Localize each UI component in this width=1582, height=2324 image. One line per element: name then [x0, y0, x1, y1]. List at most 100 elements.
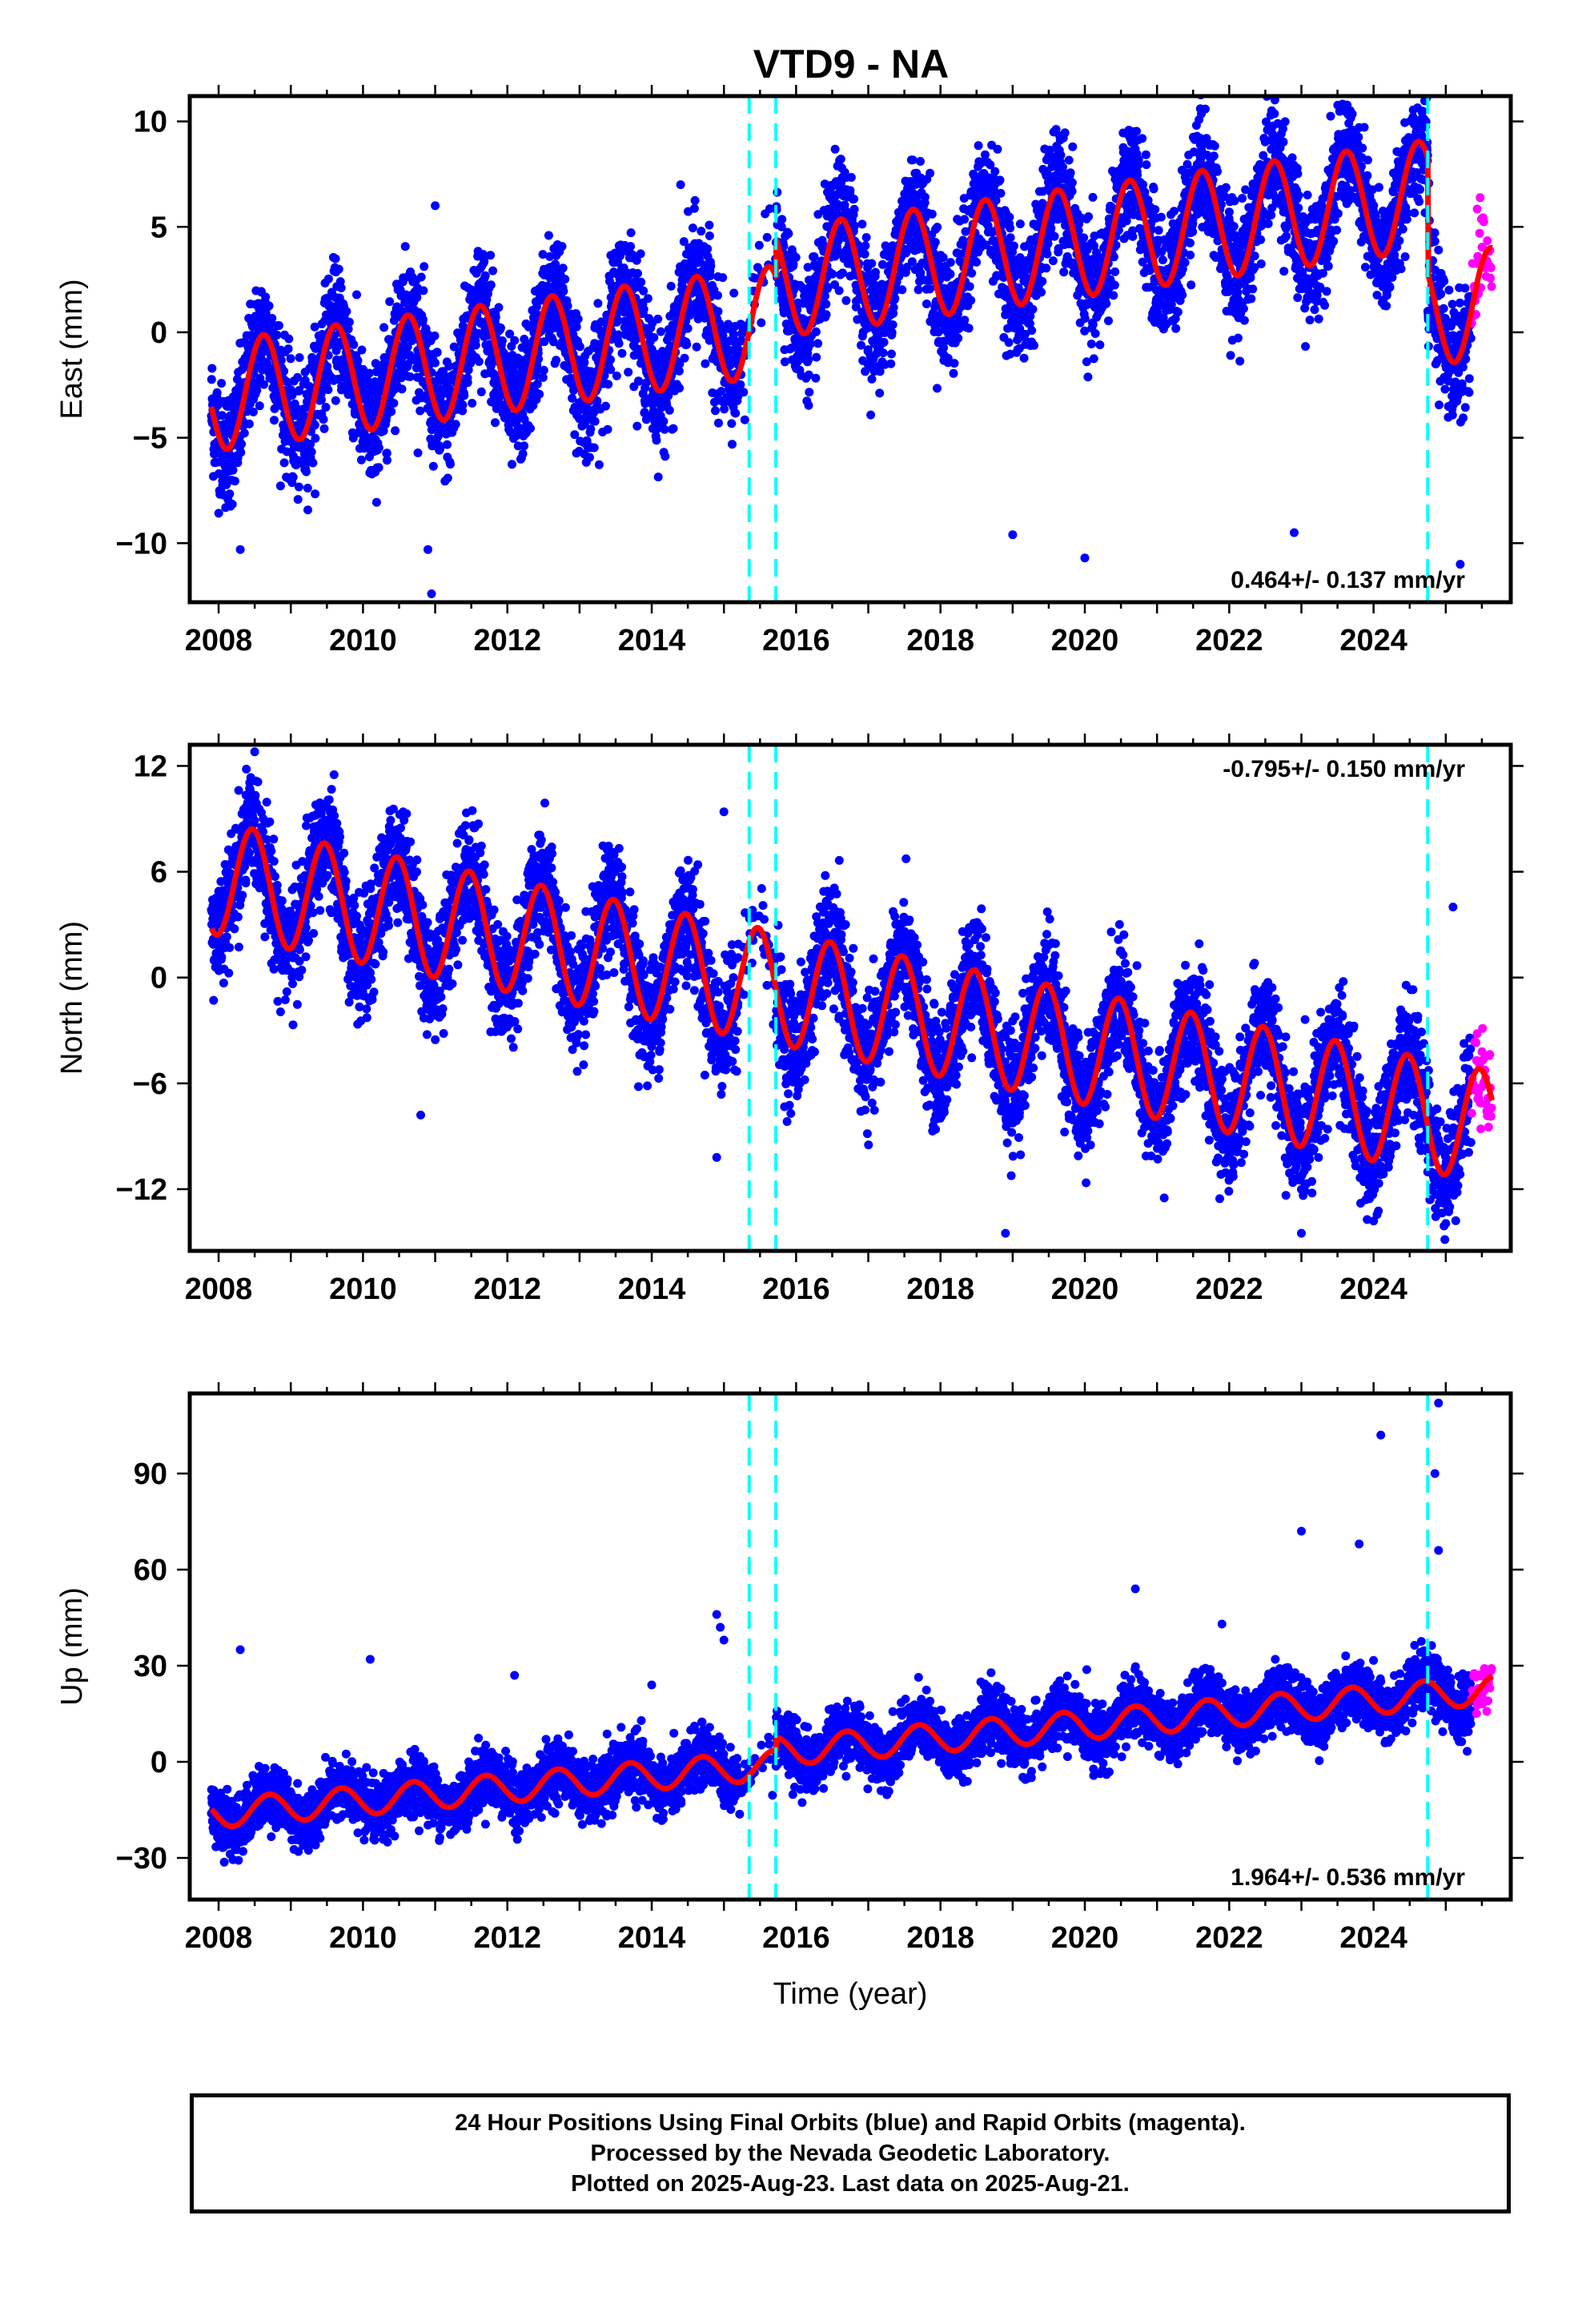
final-orbit-point: [713, 291, 722, 300]
final-orbit-point: [560, 275, 570, 284]
final-orbit-point: [633, 268, 642, 278]
final-orbit-point: [420, 262, 429, 271]
final-orbit-point: [1038, 276, 1047, 286]
final-orbit-point: [443, 473, 452, 483]
final-orbit-point: [284, 334, 294, 344]
final-orbit-point: [867, 374, 877, 384]
final-orbit-point: [389, 399, 399, 408]
chart-title: VTD9 - NA: [753, 42, 949, 86]
final-orbit-point: [720, 404, 729, 414]
final-orbit-point: [718, 273, 728, 283]
final-orbit-point: [954, 333, 963, 343]
final-orbit-point: [907, 257, 917, 267]
final-orbit-point: [1042, 249, 1052, 259]
final-orbit-point: [1080, 314, 1090, 323]
final-orbit-point: [604, 380, 613, 389]
final-orbit-point: [1067, 178, 1077, 187]
final-orbit-point: [680, 353, 689, 363]
final-orbit-point: [295, 353, 304, 362]
final-orbit-point: [675, 384, 685, 393]
final-orbit-point: [964, 324, 974, 333]
final-orbit-point: [913, 285, 923, 295]
final-orbit-point: [993, 144, 1002, 154]
final-orbit-point: [261, 292, 271, 302]
final-orbit-point: [879, 337, 889, 347]
final-orbit-point: [1027, 326, 1037, 336]
final-orbit-point: [474, 357, 484, 366]
final-orbit-point: [1158, 255, 1167, 265]
final-orbit-point: [688, 223, 697, 233]
final-orbit-point: [1154, 226, 1163, 235]
final-orbit-point: [614, 339, 624, 348]
final-orbit-point: [888, 320, 897, 329]
final-orbit-point: [267, 314, 277, 323]
final-orbit-point: [544, 231, 553, 240]
final-orbit-point: [626, 242, 636, 251]
final-orbit-point: [508, 460, 516, 469]
final-orbit-point: [636, 249, 645, 259]
final-orbit-point: [323, 385, 333, 395]
final-orbit-point: [938, 253, 948, 263]
final-orbit-point: [990, 167, 1000, 176]
final-orbit-point: [846, 173, 856, 182]
final-orbit-point: [237, 439, 247, 448]
final-orbit-point: [252, 380, 262, 390]
final-orbit-point: [1134, 159, 1143, 169]
final-orbit-point: [385, 297, 395, 307]
final-orbit-point: [791, 253, 801, 262]
final-orbit-point: [812, 352, 821, 362]
final-orbit-point: [887, 328, 897, 337]
final-orbit-point: [908, 155, 917, 165]
final-orbit-point: [518, 449, 528, 459]
final-orbit-point: [352, 290, 361, 300]
final-orbit-point: [689, 203, 699, 213]
final-orbit-point: [303, 484, 312, 493]
final-orbit-point: [639, 286, 648, 296]
final-orbit-point: [1109, 291, 1118, 300]
final-orbit-point: [293, 372, 303, 382]
final-orbit-point: [617, 348, 627, 358]
final-orbit-point: [871, 267, 880, 277]
final-orbit-point: [706, 261, 716, 271]
final-orbit-point: [557, 242, 567, 251]
final-orbit-point: [259, 380, 268, 389]
final-orbit-point: [286, 354, 295, 364]
final-orbit-point: [1180, 258, 1190, 267]
final-orbit-point: [460, 391, 469, 400]
final-orbit-point: [491, 312, 500, 322]
final-orbit-point: [387, 407, 396, 416]
final-orbit-point: [1060, 128, 1070, 138]
final-orbit-point: [1142, 160, 1151, 170]
final-orbit-point: [306, 440, 315, 449]
final-orbit-point: [436, 444, 445, 453]
final-orbit-point: [653, 314, 663, 324]
final-orbit-point: [303, 505, 312, 515]
final-orbit-point: [665, 405, 674, 415]
final-orbit-point: [1043, 239, 1053, 248]
final-orbit-point: [428, 461, 438, 471]
final-orbit-point: [841, 296, 851, 305]
final-orbit-point: [916, 157, 925, 166]
final-orbit-point: [861, 241, 870, 251]
final-orbit-point: [1102, 299, 1111, 308]
final-orbit-point: [612, 371, 621, 380]
final-orbit-point: [1178, 290, 1187, 300]
final-orbit-point: [690, 195, 700, 205]
final-orbit-point: [857, 219, 867, 229]
final-orbit-point: [244, 419, 254, 428]
final-orbit-point: [404, 322, 413, 332]
final-orbit-point: [207, 375, 216, 384]
final-orbit-point: [960, 215, 970, 224]
final-orbit-point: [652, 436, 661, 445]
final-orbit-point: [1089, 354, 1098, 364]
final-orbit-point: [731, 408, 741, 418]
final-orbit-point: [323, 294, 332, 304]
final-orbit-point: [805, 388, 814, 397]
final-orbit-point: [1209, 151, 1219, 161]
final-orbit-point: [295, 386, 304, 395]
final-orbit-point: [1090, 329, 1100, 338]
final-orbit-point: [476, 387, 486, 396]
final-orbit-point: [431, 358, 440, 368]
final-orbit-point: [834, 286, 844, 296]
